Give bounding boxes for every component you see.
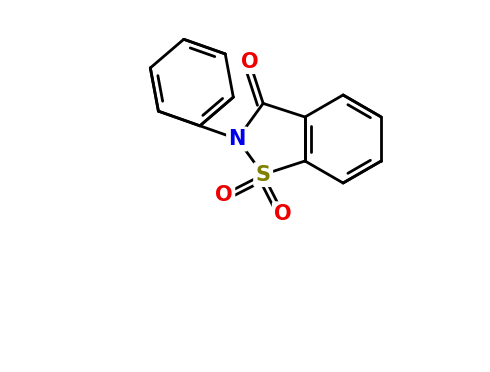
Text: O: O: [215, 185, 233, 205]
Text: S: S: [256, 164, 270, 185]
Text: N: N: [229, 129, 246, 149]
Text: O: O: [274, 204, 292, 224]
Text: O: O: [241, 52, 258, 71]
